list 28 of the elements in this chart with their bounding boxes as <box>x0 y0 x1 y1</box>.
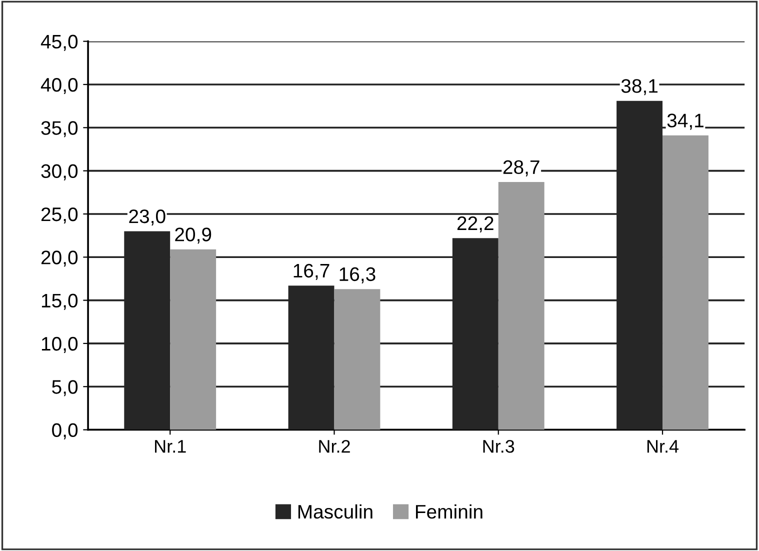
bar <box>662 135 708 430</box>
x-tick-label: Nr.4 <box>647 440 679 453</box>
y-tick-label: 10,0 <box>42 336 78 353</box>
y-tick-label: 15,0 <box>42 294 78 310</box>
y-tick-label: 5,0 <box>52 380 78 396</box>
data-label: 22,2 <box>457 216 494 232</box>
data-label: 16,3 <box>340 267 376 284</box>
y-tick-label: 45,0 <box>40 34 78 51</box>
legend-label: Masculin <box>298 504 372 519</box>
x-tick-label: Nr.2 <box>319 440 350 453</box>
y-tick-label: 20,0 <box>41 250 78 267</box>
y-tick-label: 0,0 <box>52 423 78 440</box>
y-tick-label: 35,0 <box>41 121 78 138</box>
y-tick-label: 30,0 <box>41 164 78 180</box>
bar <box>498 182 544 430</box>
y-tick-label: 40,0 <box>40 78 78 94</box>
x-tick-label: Nr.1 <box>155 440 186 453</box>
data-label: 20,9 <box>175 228 212 244</box>
x-tick-label: Nr.3 <box>483 440 514 453</box>
data-label: 34,1 <box>667 114 704 130</box>
bar <box>170 249 216 430</box>
legend-label: Feminin <box>416 504 482 519</box>
data-label: 16,7 <box>294 264 330 280</box>
bar <box>334 289 380 430</box>
data-label: 28,7 <box>503 160 540 176</box>
data-label: 38,1 <box>621 79 658 96</box>
y-tick-label: 25,0 <box>41 207 78 224</box>
data-label: 23,0 <box>129 209 166 226</box>
